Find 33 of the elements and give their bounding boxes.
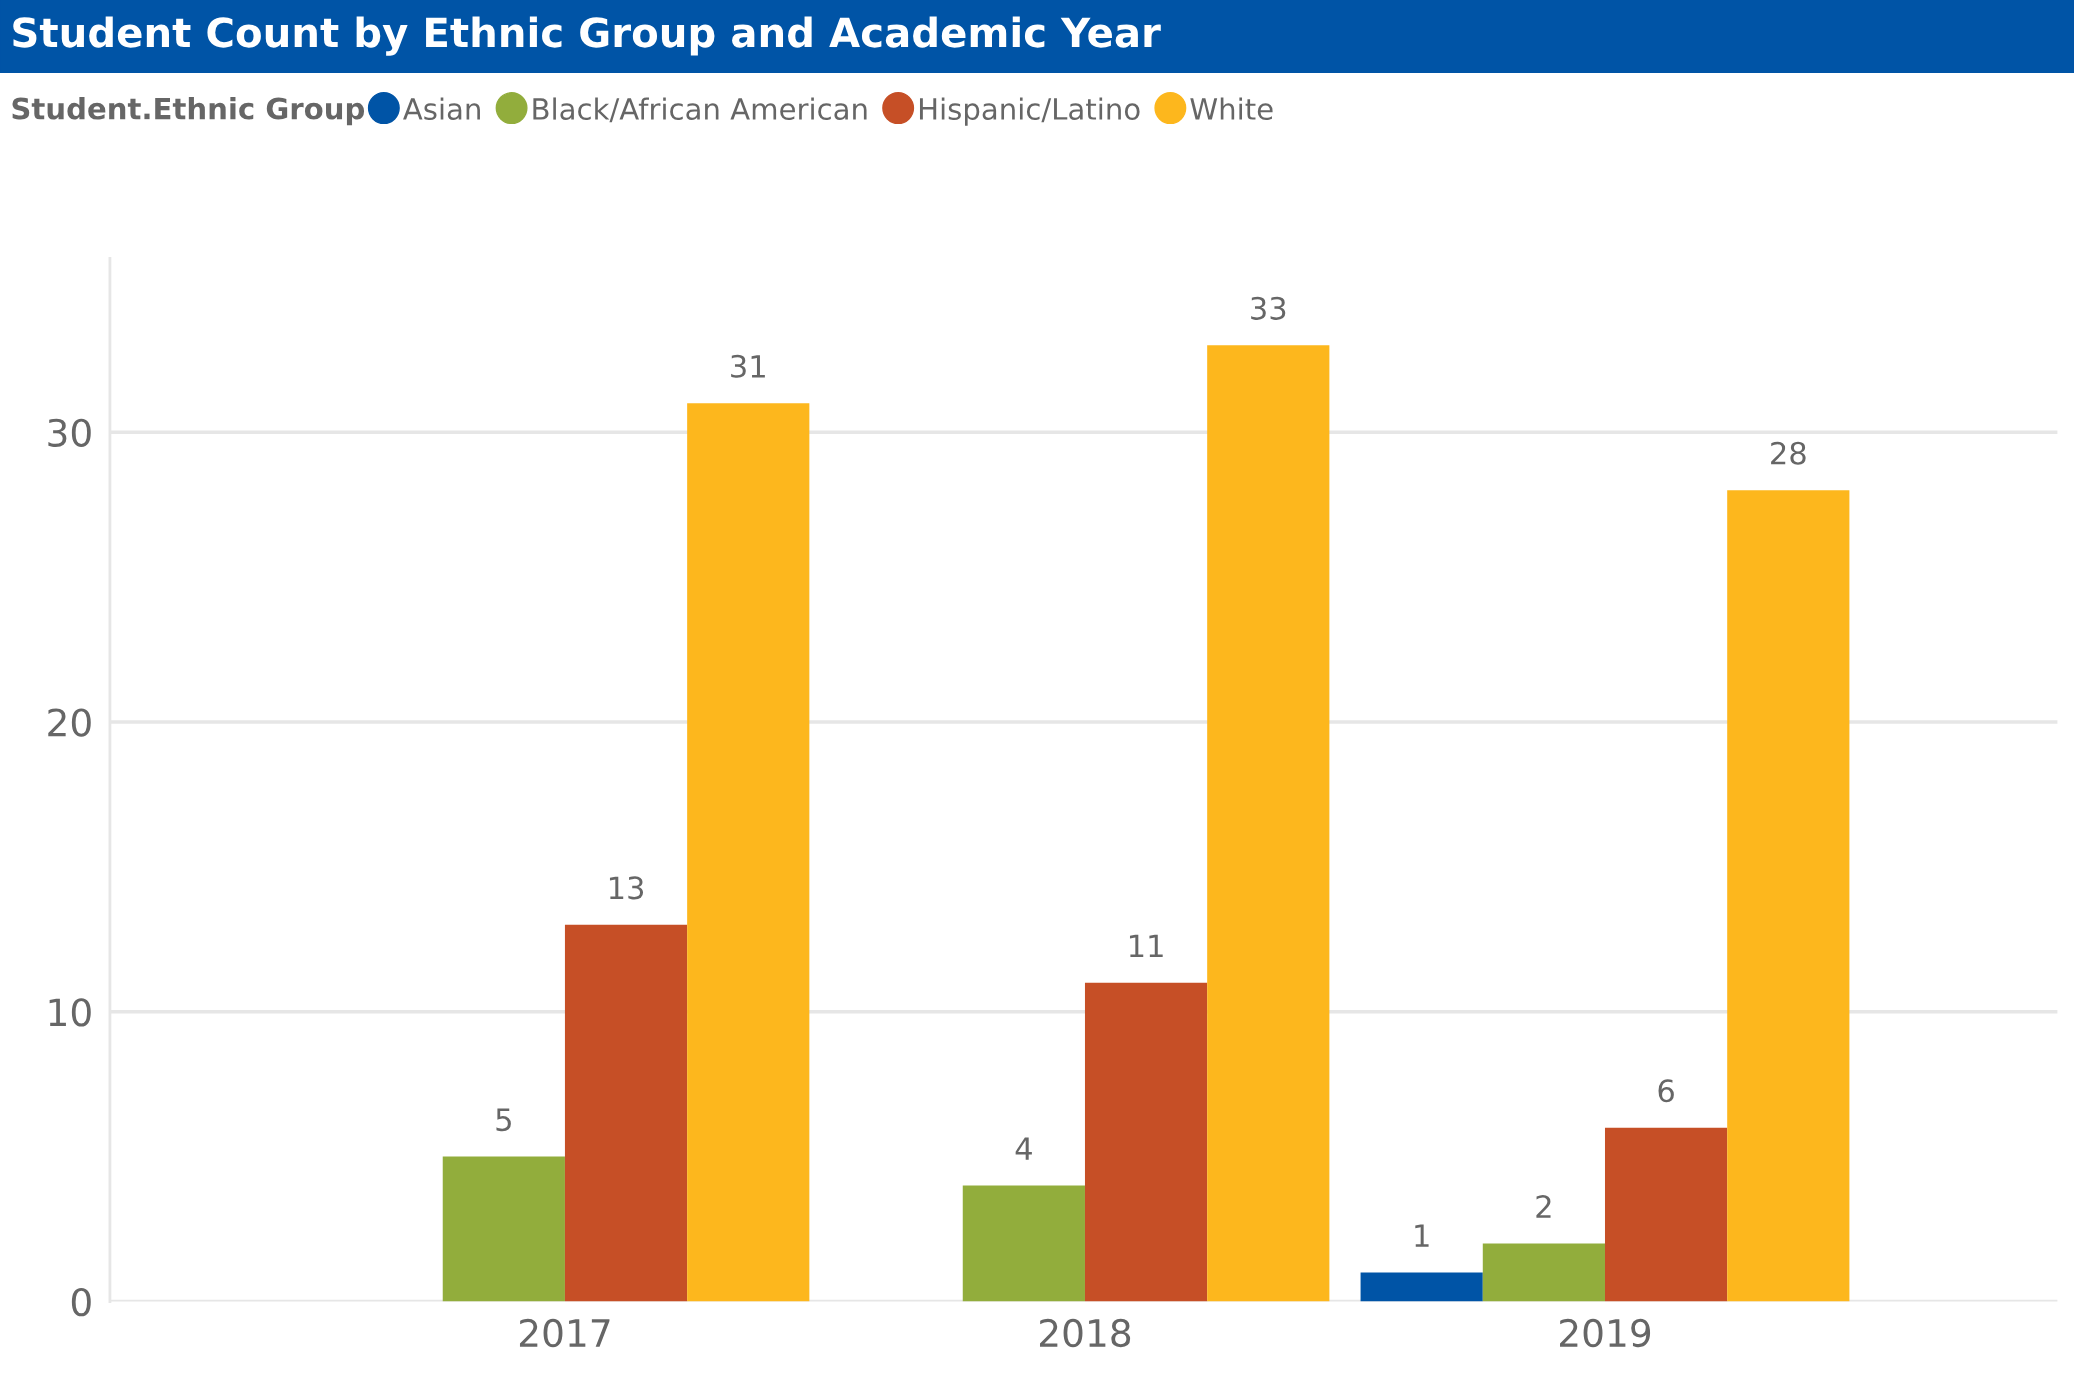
bar (1207, 345, 1330, 1302)
bar (1360, 1272, 1483, 1302)
x-tick-label: 2017 (519, 1318, 610, 1348)
bar (1482, 1243, 1605, 1302)
data-label: 28 (1771, 441, 1806, 465)
data-label: 1 (1415, 1224, 1429, 1247)
data-label: 33 (1251, 296, 1286, 320)
y-tick-label: 20 (48, 708, 91, 737)
legend-label: Black/African American (533, 97, 867, 123)
data-label: 5 (496, 1108, 511, 1132)
bar (1604, 1127, 1728, 1302)
bar (442, 1156, 565, 1302)
legend-label: Asian (403, 97, 480, 121)
data-label: 6 (1658, 1079, 1674, 1103)
data-label: 4 (1015, 1137, 1032, 1160)
bar (564, 924, 688, 1302)
legend-label: Hispanic/Latino (919, 97, 1140, 126)
data-label: 13 (609, 876, 644, 900)
x-tick-label: 2018 (1039, 1318, 1131, 1348)
data-label: 31 (731, 354, 765, 378)
bar (687, 403, 810, 1302)
data-label: 11 (1129, 934, 1163, 957)
legend-title: Student.Ethnic Group (12, 97, 365, 126)
y-tick-label: 30 (48, 418, 91, 447)
legend-label: White (1190, 97, 1273, 121)
y-tick-label: 0 (71, 1287, 91, 1317)
chart-title: Student Count by Ethnic Group and Academic Year (13, 16, 1161, 56)
bar (962, 1185, 1085, 1302)
bar (1727, 490, 1850, 1302)
x-tick-label: 2019 (1560, 1318, 1651, 1348)
y-tick-label: 10 (49, 998, 91, 1027)
data-label: 2 (1536, 1195, 1551, 1218)
bar (1084, 982, 1208, 1302)
